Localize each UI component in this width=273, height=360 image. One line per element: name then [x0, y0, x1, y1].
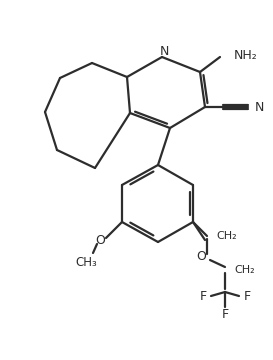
Text: NH₂: NH₂: [234, 49, 258, 62]
Text: N: N: [159, 45, 169, 58]
Text: CH₃: CH₃: [75, 256, 97, 269]
Text: F: F: [244, 289, 251, 302]
Text: N: N: [255, 100, 264, 113]
Text: O: O: [196, 251, 206, 264]
Text: CH₂: CH₂: [234, 265, 255, 275]
Text: F: F: [200, 289, 207, 302]
Text: O: O: [95, 234, 105, 247]
Text: CH₂: CH₂: [216, 231, 237, 241]
Text: F: F: [221, 307, 229, 320]
